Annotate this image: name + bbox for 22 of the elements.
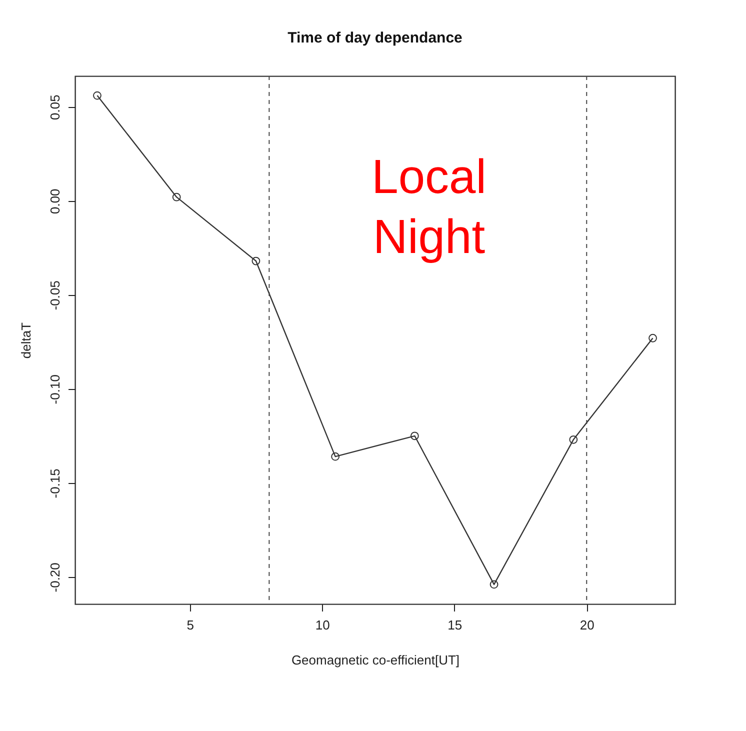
y-tick-label: -0.15 [48, 468, 62, 498]
point [569, 435, 578, 444]
point [490, 580, 498, 589]
point [252, 256, 260, 266]
x-axis-title: Geomagnetic co-efficient[UT] [291, 652, 460, 668]
point [410, 432, 419, 440]
point [93, 91, 102, 100]
x-tick-label: 10 [315, 618, 330, 632]
y-tick-label: -0.20 [48, 562, 62, 592]
chart-title: Time of day dependance [288, 30, 462, 46]
point [648, 334, 657, 342]
y-tick-label: -0.10 [48, 374, 62, 404]
point [331, 452, 340, 461]
y-tick-label: -0.05 [48, 280, 62, 310]
x-tick-label: 20 [580, 618, 594, 632]
point [172, 192, 181, 202]
y-axis-title: deltaT [18, 322, 34, 359]
x-tick-label: 5 [186, 618, 194, 632]
annotation: Local Night [372, 151, 486, 264]
y-tick-label: 0.05 [48, 94, 62, 120]
x-tick-label: 15 [448, 618, 462, 632]
y-tick-label: 0.00 [48, 188, 62, 214]
